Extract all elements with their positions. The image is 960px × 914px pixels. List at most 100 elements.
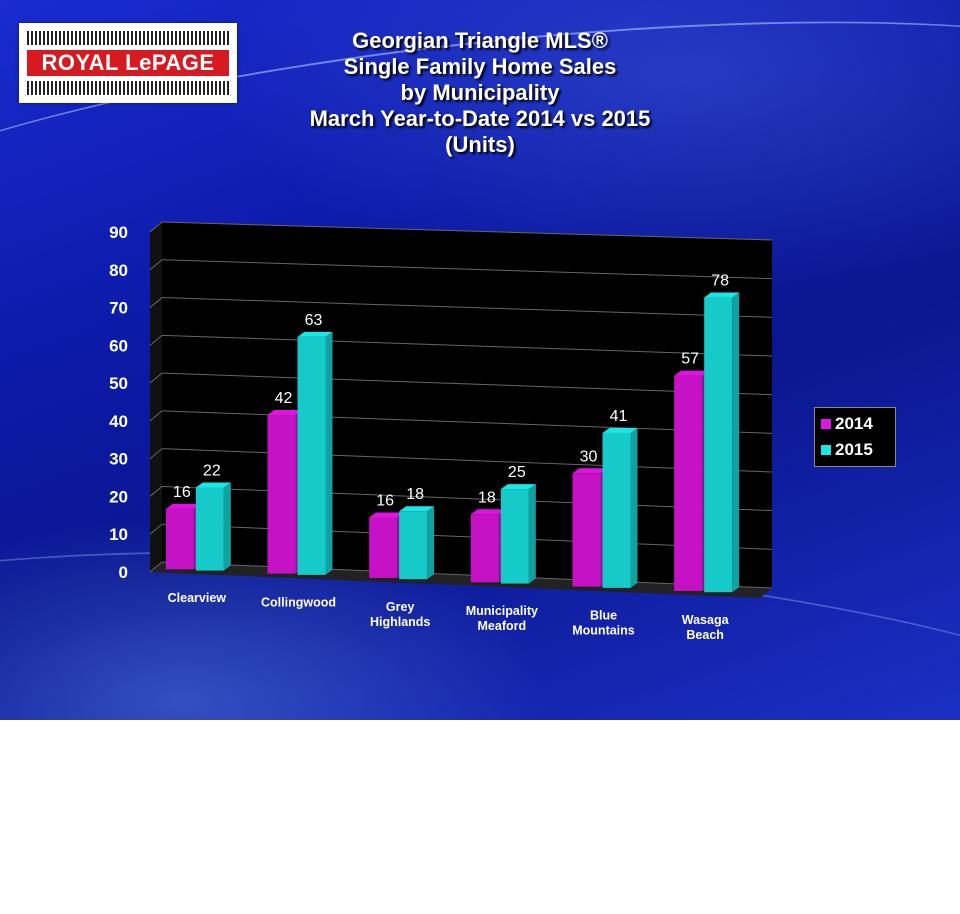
bar-2014 xyxy=(470,514,499,583)
gridline-side xyxy=(149,523,163,535)
bar-top-2015 xyxy=(297,331,333,337)
x-tick-label: Wasaga Beach xyxy=(682,613,730,642)
data-label-2014: 42 xyxy=(275,390,293,407)
gridline-side xyxy=(149,259,163,271)
y-tick-label: 80 xyxy=(109,261,128,280)
x-tick-label-line: Collingwood xyxy=(261,596,336,610)
x-tick-label-line: Meaford xyxy=(478,619,527,633)
data-label-2015: 22 xyxy=(203,462,221,479)
y-tick-label: 70 xyxy=(109,299,128,318)
legend-swatch-2014 xyxy=(821,419,831,429)
bar-top-2015 xyxy=(704,292,740,298)
y-tick-label: 30 xyxy=(109,450,128,469)
bar-side-2015 xyxy=(732,292,740,593)
data-label-2014: 30 xyxy=(580,448,598,465)
bar-top-2015 xyxy=(500,484,536,490)
bar-chart: 0 10 20 30 40 50 60 70 80 90 16 22 Clearview 42 63 Coll… xyxy=(109,221,773,642)
data-label-2015: 63 xyxy=(305,312,323,329)
chart-legend: 2014 2015 xyxy=(814,407,896,467)
bar-2015 xyxy=(399,511,428,580)
gridline-side xyxy=(149,486,163,497)
gridline xyxy=(161,410,773,434)
x-tick-label-line: Mountains xyxy=(572,624,635,638)
gridline xyxy=(161,523,773,550)
gridline-side xyxy=(149,297,163,308)
data-label-2014: 16 xyxy=(173,484,191,501)
x-tick-label: Collingwood xyxy=(261,596,336,610)
bar-2015 xyxy=(195,487,224,571)
bar-2015 xyxy=(602,432,631,588)
gridline xyxy=(161,259,773,280)
x-tick-label-line: Wasaga xyxy=(682,613,730,627)
bar-top-2014 xyxy=(267,409,303,415)
title-line-5: (Units) xyxy=(445,132,515,157)
legend-label-2014: 2014 xyxy=(835,414,873,433)
title-line-4: March Year-to-Date 2014 vs 2015 xyxy=(309,106,651,131)
bar-top-2014 xyxy=(470,509,506,515)
gridline-side xyxy=(149,448,163,460)
data-label-2015: 25 xyxy=(508,464,526,481)
bar-top-2014 xyxy=(165,503,201,509)
gridline xyxy=(161,372,773,396)
data-label-2015: 18 xyxy=(406,486,424,503)
data-label-2015: 78 xyxy=(711,273,729,290)
y-tick-label: 10 xyxy=(109,525,128,544)
x-tick-label: Clearview xyxy=(168,591,227,605)
bar-2015 xyxy=(297,336,326,575)
bar-top-2014 xyxy=(369,512,405,518)
title-line-2: Single Family Home Sales xyxy=(343,54,617,79)
bar-2014 xyxy=(674,375,703,591)
gridline xyxy=(161,485,773,512)
x-tick-label: Municipality Meaford xyxy=(466,604,538,633)
x-tick-label: Blue Mountains xyxy=(572,609,635,638)
bar-2015 xyxy=(704,297,733,593)
y-tick-label: 60 xyxy=(109,336,128,355)
y-tick-label: 90 xyxy=(109,223,128,242)
x-tick-label-line: Beach xyxy=(686,628,724,642)
gridline xyxy=(161,561,773,589)
bar-top-2015 xyxy=(602,427,638,433)
y-tick-label: 0 xyxy=(119,563,128,582)
gridline xyxy=(161,297,773,318)
gridline xyxy=(161,448,773,473)
title-line-3: by Municipality xyxy=(400,80,560,105)
x-tick-label-line: Grey xyxy=(386,600,415,614)
gridline-side xyxy=(149,221,163,233)
gridline xyxy=(161,221,773,241)
x-tick-label-line: Municipality xyxy=(466,604,538,618)
bar-side-2015 xyxy=(325,331,333,575)
bar-top-2014 xyxy=(674,370,710,376)
legend-label-2015: 2015 xyxy=(835,440,873,459)
y-tick-label: 40 xyxy=(109,412,128,431)
plot-side-wall xyxy=(150,222,162,572)
gridline-side xyxy=(149,410,163,422)
bar-2015 xyxy=(500,489,529,584)
bar-side-2015 xyxy=(223,482,231,571)
bar-top-2015 xyxy=(195,482,231,488)
logo-barcode-top xyxy=(27,31,229,45)
x-tick-label: Grey Highlands xyxy=(370,600,430,629)
royal-lepage-logo: ROYAL LePAGE xyxy=(19,23,237,103)
data-label-2014: 18 xyxy=(478,489,496,506)
title-line-1: Georgian Triangle MLS® xyxy=(352,28,608,53)
data-label-2014: 57 xyxy=(681,351,699,368)
gridline-side xyxy=(149,372,163,384)
bar-2014 xyxy=(267,414,296,574)
gridline-side xyxy=(149,334,163,346)
bar-top-2014 xyxy=(572,468,608,474)
x-tick-label-line: Clearview xyxy=(168,591,227,605)
data-label-2014: 16 xyxy=(376,492,394,509)
bar-top-2015 xyxy=(399,506,435,512)
gridline xyxy=(161,334,773,357)
x-tick-label-line: Blue xyxy=(590,609,617,623)
y-tick-label: 20 xyxy=(109,487,128,506)
bar-side-2015 xyxy=(427,506,435,580)
bar-side-2015 xyxy=(630,427,638,588)
logo-wordmark: ROYAL LePAGE xyxy=(27,50,229,76)
gridline-side xyxy=(149,561,163,573)
bar-2014 xyxy=(572,473,601,587)
chart-title: Georgian Triangle MLS® Single Family Hom… xyxy=(240,28,720,158)
y-tick-label: 50 xyxy=(109,374,128,393)
data-label-2015: 41 xyxy=(610,408,628,425)
x-tick-label-line: Highlands xyxy=(370,615,430,629)
